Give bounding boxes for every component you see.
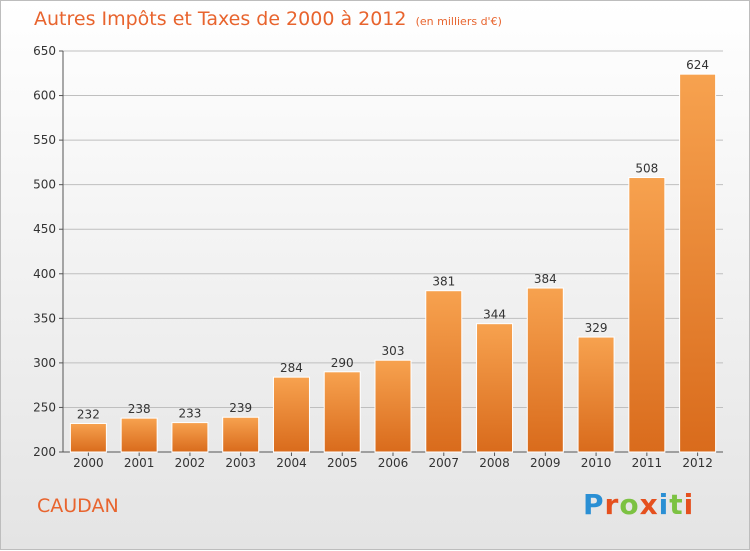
x-tick-label: 2008 (479, 456, 510, 470)
y-tick-label: 350 (33, 311, 56, 325)
data-label: 284 (280, 361, 303, 375)
chart-title: Autres Impôts et Taxes de 2000 à 2012 (34, 8, 407, 30)
data-label: 344 (483, 308, 506, 322)
data-label: 624 (686, 58, 709, 72)
chart-title-row: Autres Impôts et Taxes de 2000 à 2012 (e… (34, 8, 502, 30)
y-tick-label: 600 (33, 89, 56, 103)
y-tick-label: 450 (33, 222, 56, 236)
x-tick-label: 2002 (175, 456, 206, 470)
x-tick-label: 2009 (530, 456, 561, 470)
bar (628, 177, 666, 453)
x-tick-label: 2012 (682, 456, 713, 470)
y-tick-label: 400 (33, 267, 56, 281)
x-tick-label: 2010 (581, 456, 612, 470)
logo-letter: o (619, 488, 640, 521)
logo-letter: t (669, 488, 684, 521)
proxiti-logo[interactable]: Proxiti (583, 488, 694, 521)
data-label: 303 (382, 344, 405, 358)
bar (526, 287, 564, 453)
bar (679, 73, 717, 453)
data-label: 329 (585, 321, 608, 335)
data-label: 232 (77, 407, 100, 421)
bar (374, 359, 412, 453)
data-label: 238 (128, 402, 151, 416)
x-tick-label: 2004 (276, 456, 307, 470)
y-tick-label: 550 (33, 133, 56, 147)
x-tick-label: 2006 (378, 456, 409, 470)
bar (577, 336, 615, 453)
data-label: 381 (432, 275, 455, 289)
town-name: CAUDAN (37, 495, 119, 517)
bar (425, 290, 463, 453)
logo-letter: x (639, 488, 659, 521)
x-tick-label: 2003 (225, 456, 256, 470)
bar (476, 323, 514, 453)
x-tick-label: 2005 (327, 456, 358, 470)
logo-letter: P (583, 488, 605, 521)
bar (69, 422, 107, 453)
logo-letter: i (683, 488, 695, 521)
x-tick-label: 2011 (632, 456, 663, 470)
y-tick-label: 250 (33, 400, 56, 414)
logo-letter: r (604, 488, 620, 521)
data-label: 290 (331, 356, 354, 370)
label-layer: 232 2000 238 2001 233 2002 239 2003 284 2004 290 20… (73, 58, 713, 470)
chart-subtitle: (en milliers d'€) (415, 15, 502, 28)
y-tick-label: 200 (33, 445, 56, 459)
bar-layer (69, 73, 717, 453)
bar (323, 371, 361, 453)
data-label: 239 (229, 401, 252, 415)
x-tick-label: 2000 (73, 456, 104, 470)
x-tick-label: 2007 (428, 456, 459, 470)
data-label: 508 (635, 162, 658, 176)
logo-letter: i (658, 488, 670, 521)
y-tick-label: 500 (33, 178, 56, 192)
bar (120, 417, 158, 453)
x-tick-label: 2001 (124, 456, 155, 470)
bar (171, 422, 209, 453)
data-label: 233 (178, 407, 201, 421)
data-label: 384 (534, 272, 557, 286)
bar (222, 416, 260, 453)
y-tick-label: 300 (33, 356, 56, 370)
y-tick-label: 650 (33, 44, 56, 58)
bar (272, 376, 310, 453)
